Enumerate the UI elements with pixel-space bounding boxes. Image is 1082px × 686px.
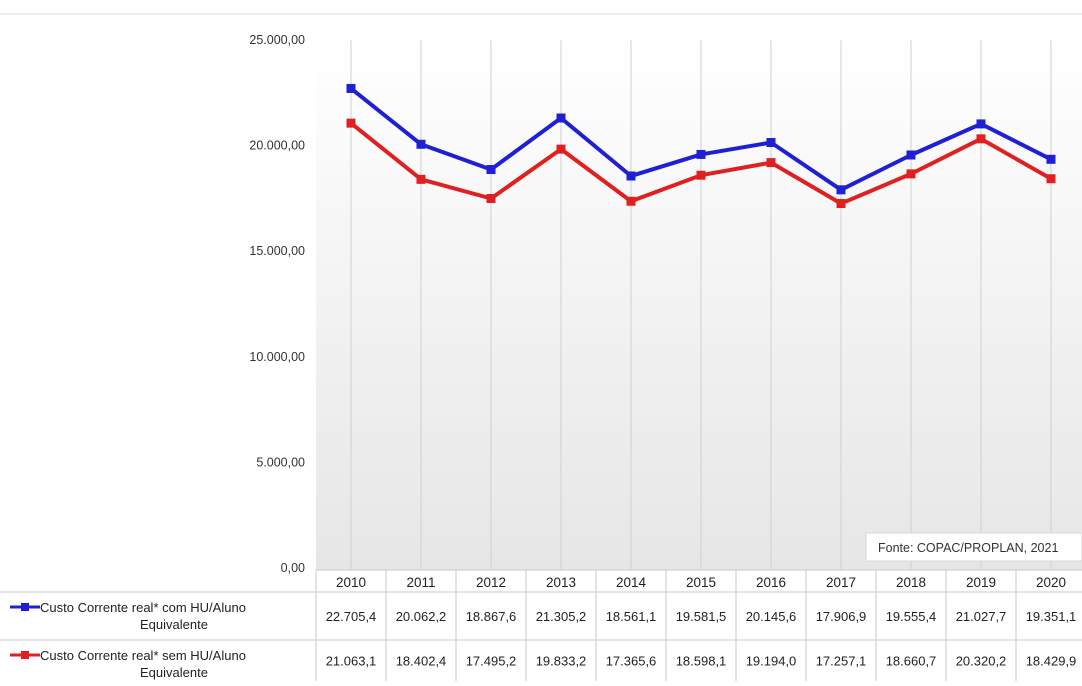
data-value-label: 18.561,1 <box>606 609 657 624</box>
x-category-label: 2016 <box>756 575 786 590</box>
x-category-label: 2015 <box>686 575 716 590</box>
data-value-label: 18.867,6 <box>466 609 517 624</box>
data-value-label: 21.305,2 <box>536 609 587 624</box>
series-name-line1: Custo Corrente real* com HU/Aluno <box>40 600 246 615</box>
x-category-label: 2019 <box>966 575 996 590</box>
source-note-box <box>865 532 1082 562</box>
data-point-marker <box>346 118 356 128</box>
y-tick-label: 25.000,00 <box>249 33 305 47</box>
series-name-line2: Equivalente <box>140 665 208 680</box>
legend-key-marker <box>21 603 29 611</box>
data-point-marker <box>416 174 426 184</box>
data-point-marker <box>836 199 846 209</box>
y-tick-label: 15.000,00 <box>249 244 305 258</box>
data-point-marker <box>696 149 706 159</box>
data-value-label: 20.145,6 <box>746 609 797 624</box>
y-tick-label: 20.000,00 <box>249 139 305 153</box>
data-value-label: 18.660,7 <box>886 654 937 669</box>
data-point-marker <box>696 170 706 180</box>
y-tick-label: 10.000,00 <box>249 350 305 364</box>
y-tick-label: 5.000,00 <box>256 455 305 469</box>
data-point-marker <box>486 194 496 204</box>
data-value-label: 17.906,9 <box>816 609 867 624</box>
source-note: Fonte: COPAC/PROPLAN, 2021 <box>878 541 1058 555</box>
data-point-marker <box>836 185 846 195</box>
data-value-label: 18.598,1 <box>676 654 727 669</box>
x-category-label: 2012 <box>476 575 506 590</box>
x-category-label: 2018 <box>896 575 926 590</box>
data-point-marker <box>766 138 776 148</box>
legend-key-marker <box>21 651 29 659</box>
series-name-line2: Equivalente <box>140 617 208 632</box>
data-value-label: 20.320,2 <box>956 654 1007 669</box>
data-point-marker <box>976 134 986 144</box>
data-point-marker <box>626 196 636 206</box>
data-value-label: 17.365,6 <box>606 654 657 669</box>
data-value-label: 19.555,4 <box>886 609 937 624</box>
data-point-marker <box>556 113 566 123</box>
x-category-label: 2010 <box>336 575 366 590</box>
plot-area <box>316 40 1082 570</box>
data-point-marker <box>626 171 636 181</box>
data-value-label: 17.495,2 <box>466 654 517 669</box>
data-point-marker <box>1046 154 1056 164</box>
y-tick-label: 0,00 <box>281 561 305 575</box>
data-point-marker <box>486 165 496 175</box>
x-category-label: 2014 <box>616 575 647 590</box>
data-point-marker <box>346 83 356 93</box>
data-value-label: 19.581,5 <box>676 609 727 624</box>
data-value-label: 20.062,2 <box>396 609 447 624</box>
data-value-label: 21.027,7 <box>956 609 1007 624</box>
data-value-label: 18.429,9 <box>1026 654 1077 669</box>
series-name-line1: Custo Corrente real* sem HU/Aluno <box>40 648 246 663</box>
x-category-label: 2013 <box>546 575 576 590</box>
data-point-marker <box>416 139 426 149</box>
data-value-label: 19.833,2 <box>536 654 587 669</box>
data-point-marker <box>766 158 776 168</box>
data-value-label: 19.351,1 <box>1026 609 1077 624</box>
data-value-label: 19.194,0 <box>746 654 797 669</box>
data-value-label: 22.705,4 <box>326 609 377 624</box>
data-value-label: 21.063,1 <box>326 654 377 669</box>
data-point-marker <box>976 119 986 129</box>
data-value-label: 17.257,1 <box>816 654 867 669</box>
x-category-label: 2020 <box>1036 575 1066 590</box>
x-category-label: 2017 <box>826 575 856 590</box>
data-value-label: 18.402,4 <box>396 654 447 669</box>
x-category-label: 2011 <box>406 575 435 590</box>
data-point-marker <box>556 144 566 154</box>
data-point-marker <box>906 169 916 179</box>
data-point-marker <box>906 150 916 160</box>
data-point-marker <box>1046 174 1056 184</box>
